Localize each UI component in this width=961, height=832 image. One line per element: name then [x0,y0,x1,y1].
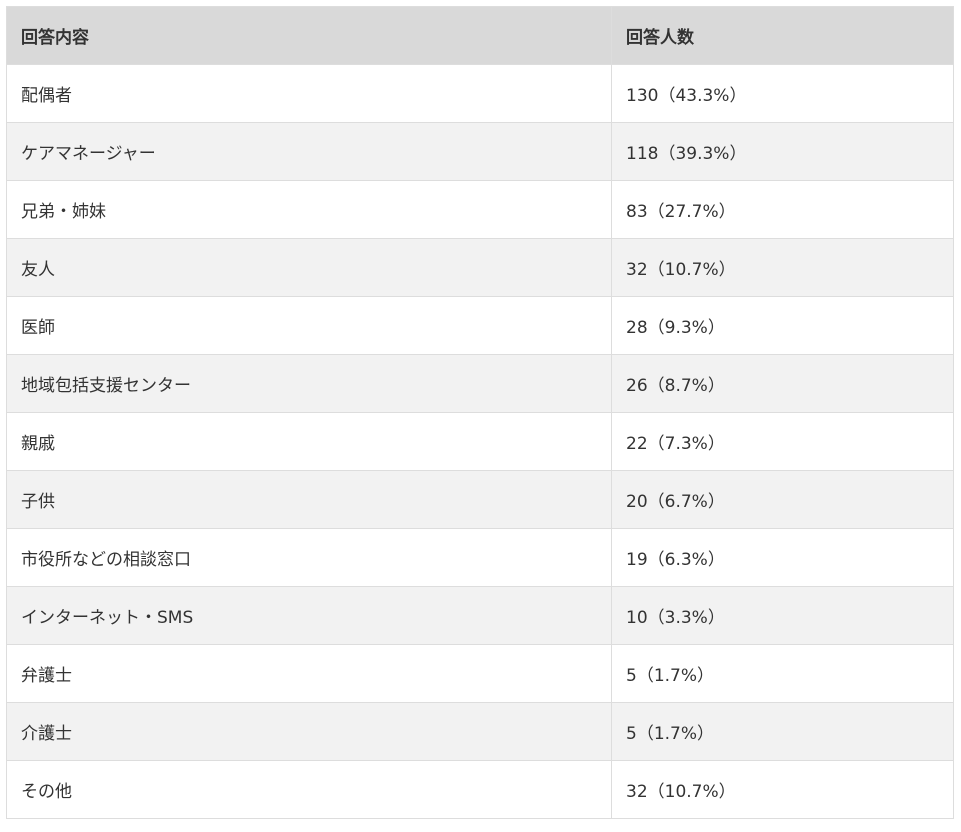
count-cell: 28（9.3%） [611,296,954,355]
table-row: 友人 32（10.7%） [6,238,954,297]
table-row: 弁護士 5（1.7%） [6,644,954,703]
count-cell: 118（39.3%） [611,122,954,181]
answer-cell: 地域包括支援センター [6,354,612,413]
table-body: 配偶者 130（43.3%） ケアマネージャー 118（39.3%） 兄弟・姉妹… [6,64,954,819]
table-row: 配偶者 130（43.3%） [6,64,954,123]
answer-cell: 医師 [6,296,612,355]
header-count: 回答人数 [611,6,954,65]
answer-cell: 兄弟・姉妹 [6,180,612,239]
table-header: 回答内容 回答人数 [6,6,954,65]
answer-cell: 介護士 [6,702,612,761]
count-cell: 10（3.3%） [611,586,954,645]
survey-table-container: 回答内容 回答人数 配偶者 130（43.3%） ケアマネージャー 118（39… [6,6,954,819]
answer-cell: 友人 [6,238,612,297]
answer-cell: 市役所などの相談窓口 [6,528,612,587]
count-cell: 5（1.7%） [611,702,954,761]
table-row: ケアマネージャー 118（39.3%） [6,122,954,181]
table-row: その他 32（10.7%） [6,760,954,819]
count-cell: 5（1.7%） [611,644,954,703]
answer-cell: 親戚 [6,412,612,471]
count-cell: 130（43.3%） [611,64,954,123]
count-cell: 19（6.3%） [611,528,954,587]
table-row: 子供 20（6.7%） [6,470,954,529]
count-cell: 83（27.7%） [611,180,954,239]
answer-cell: ケアマネージャー [6,122,612,181]
answer-cell: 配偶者 [6,64,612,123]
answer-cell: 子供 [6,470,612,529]
table-row: 地域包括支援センター 26（8.7%） [6,354,954,413]
header-answer: 回答内容 [6,6,612,65]
count-cell: 20（6.7%） [611,470,954,529]
count-cell: 32（10.7%） [611,760,954,819]
table-row: 介護士 5（1.7%） [6,702,954,761]
table-row: 医師 28（9.3%） [6,296,954,355]
count-cell: 32（10.7%） [611,238,954,297]
table-row: 親戚 22（7.3%） [6,412,954,471]
count-cell: 22（7.3%） [611,412,954,471]
table-row: 市役所などの相談窓口 19（6.3%） [6,528,954,587]
answer-cell: インターネット・SMS [6,586,612,645]
table-row: インターネット・SMS 10（3.3%） [6,586,954,645]
table-row: 兄弟・姉妹 83（27.7%） [6,180,954,239]
count-cell: 26（8.7%） [611,354,954,413]
header-row: 回答内容 回答人数 [6,6,954,65]
survey-results-table: 回答内容 回答人数 配偶者 130（43.3%） ケアマネージャー 118（39… [6,6,954,819]
answer-cell: その他 [6,760,612,819]
answer-cell: 弁護士 [6,644,612,703]
